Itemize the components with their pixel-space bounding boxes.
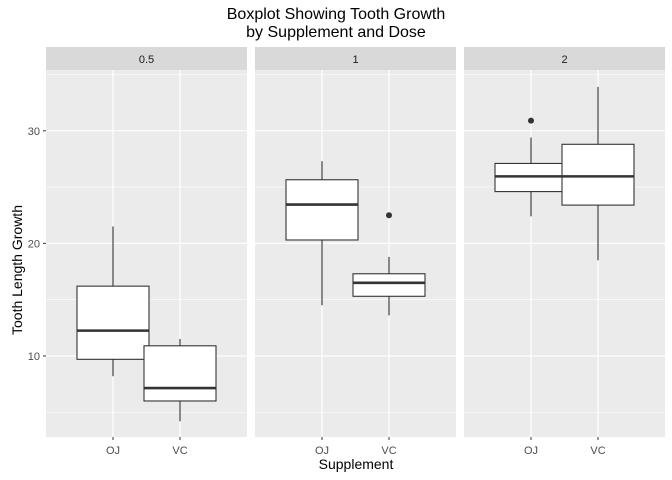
x-axis-label: Supplement bbox=[318, 456, 394, 472]
box-iqr bbox=[76, 285, 150, 360]
y-tick-label: 30 bbox=[28, 126, 40, 138]
x-tick-label: VC bbox=[590, 445, 605, 457]
box-iqr bbox=[561, 143, 635, 206]
facet-strip-label: 2 bbox=[561, 54, 567, 66]
box-iqr bbox=[143, 345, 217, 402]
chart-subtitle: by Supplement and Dose bbox=[246, 24, 426, 41]
y-axis-label: Tooth Length Growth bbox=[9, 205, 25, 335]
facet-strip-label: 0.5 bbox=[139, 54, 154, 66]
y-tick-label: 20 bbox=[28, 238, 40, 250]
x-tick-label: VC bbox=[172, 445, 187, 457]
x-tick-label: OJ bbox=[106, 445, 120, 457]
facet-strip bbox=[464, 47, 665, 70]
y-tick-label: 10 bbox=[28, 351, 40, 363]
facet-panel bbox=[464, 70, 665, 437]
x-tick-label: OJ bbox=[315, 445, 329, 457]
x-tick-label: VC bbox=[381, 445, 396, 457]
facet-panel bbox=[255, 70, 456, 437]
chart-title: Boxplot Showing Tooth Growth bbox=[226, 6, 446, 23]
x-tick-label: OJ bbox=[524, 445, 538, 457]
facet-strip bbox=[46, 47, 247, 70]
box-outlier-point bbox=[528, 117, 534, 124]
facet-strip-label: 1 bbox=[352, 54, 358, 66]
box-iqr bbox=[285, 179, 359, 241]
box-outlier-point bbox=[386, 212, 392, 219]
box-iqr bbox=[352, 273, 426, 297]
facet-strip bbox=[255, 47, 456, 70]
